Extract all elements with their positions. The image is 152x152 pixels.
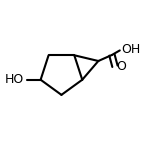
Text: HO: HO <box>5 73 24 86</box>
Text: O: O <box>116 60 126 73</box>
Text: OH: OH <box>121 43 141 56</box>
